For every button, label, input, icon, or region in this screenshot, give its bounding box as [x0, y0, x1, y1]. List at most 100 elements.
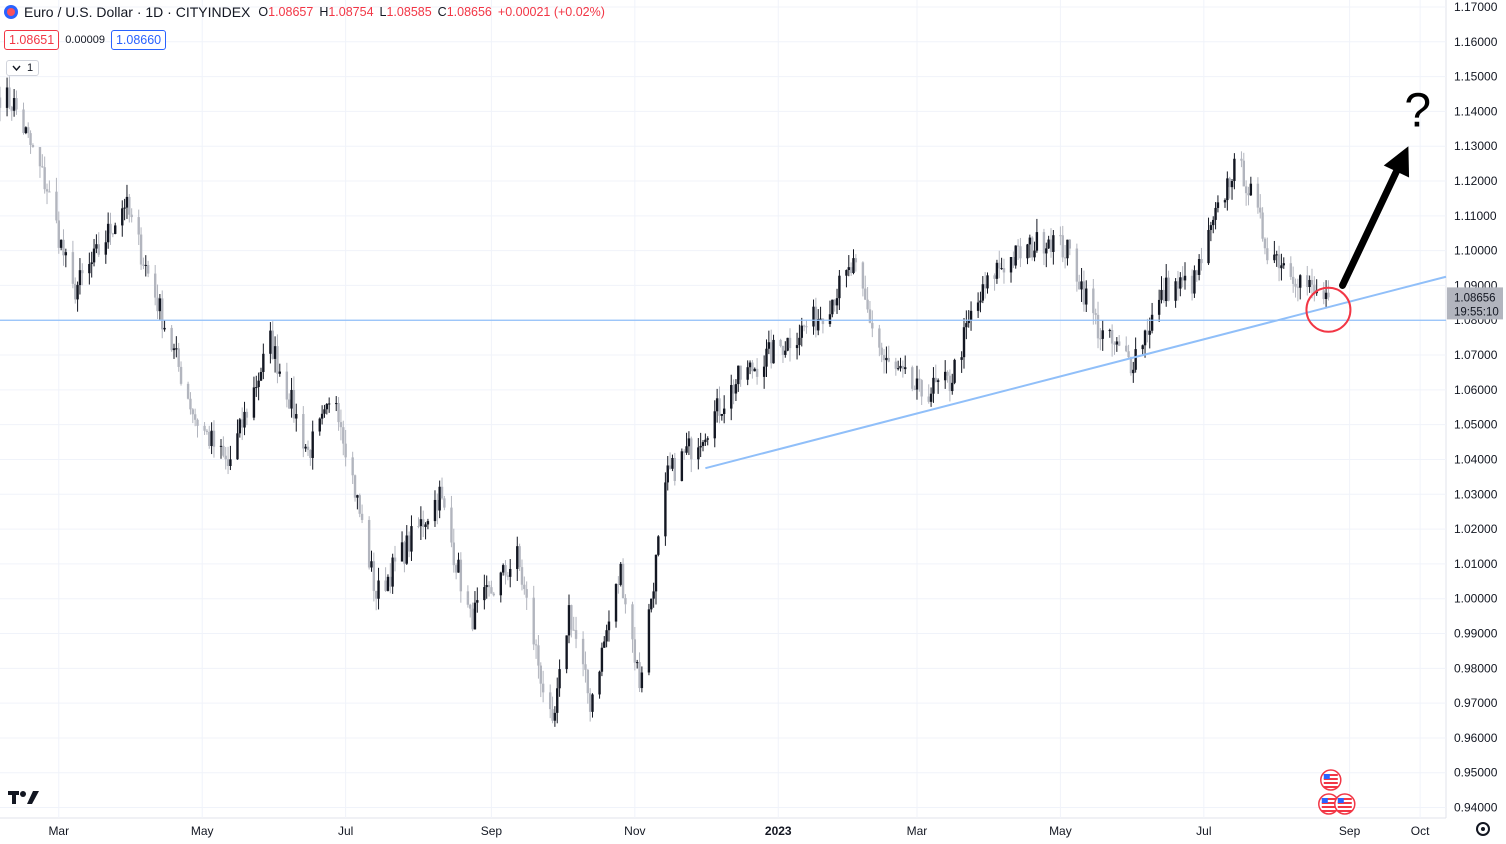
buy-price-button[interactable]: 1.08660	[110, 30, 167, 50]
drawings[interactable]: ?	[0, 84, 1447, 470]
candle-body	[835, 298, 839, 306]
candle-body	[76, 285, 79, 300]
candle-body	[269, 330, 272, 354]
sell-price-button[interactable]: 1.08651	[4, 30, 60, 50]
price-tick-label: 1.05000	[1454, 418, 1498, 432]
indicators-toggle[interactable]: 1	[6, 60, 40, 76]
price-tick-label: 1.02000	[1454, 522, 1498, 536]
candle-body	[553, 712, 557, 721]
candle-body	[189, 398, 192, 410]
price-tick-label: 1.17000	[1454, 0, 1498, 14]
price-tick-label: 1.14000	[1454, 104, 1498, 118]
candle-body	[621, 563, 625, 598]
spread-value: 0.00009	[65, 34, 105, 46]
candle-body	[770, 342, 773, 364]
price-axis[interactable]: 1.17000 1.16000 1.15000 1.14000 1.13000 1.120…	[1447, 0, 1503, 815]
candle-body	[699, 445, 702, 448]
price-tick-label: 0.98000	[1454, 661, 1498, 675]
candle-body	[1299, 275, 1302, 288]
time-tick-label: Mar	[48, 824, 69, 838]
candle-body	[226, 459, 230, 466]
highlight-circle	[1305, 286, 1352, 333]
candle-body	[245, 411, 249, 418]
candle-body	[473, 602, 477, 630]
gear-icon[interactable]	[1476, 822, 1490, 836]
candle-body	[1327, 292, 1330, 298]
candle-body	[499, 572, 503, 596]
candle-body	[1193, 270, 1196, 294]
flag-canton	[1337, 798, 1344, 803]
candle-body	[960, 357, 963, 360]
candle-body	[1162, 289, 1166, 302]
candle-body	[570, 605, 573, 630]
candle-body	[683, 451, 686, 453]
candle-body	[1127, 351, 1130, 358]
candle-body	[1322, 290, 1325, 299]
candle-body	[904, 367, 907, 370]
ohlc-values: O1.08657 H1.08754 L1.08585 C1.08656 +0.0…	[258, 5, 605, 19]
symbol-title[interactable]: Euro / U.S. Dollar · 1D · CITYINDEX	[24, 4, 251, 20]
candle-body	[1261, 212, 1264, 239]
candle-body	[144, 264, 147, 266]
candle-body	[730, 384, 733, 409]
candle-body	[238, 419, 242, 434]
candle-body	[534, 644, 538, 646]
time-axis[interactable]: Mar May Jul Sep Nov 2023 Mar May Jul Sep Oct	[48, 824, 1430, 838]
candle-body	[635, 662, 639, 664]
candle-body	[1143, 330, 1147, 346]
candle-body	[74, 283, 77, 300]
candle-body	[327, 403, 331, 405]
candle-body	[24, 127, 28, 134]
candle-body	[1000, 268, 1003, 270]
candle-body	[457, 559, 460, 573]
candle-body	[123, 207, 126, 209]
candle-body	[356, 495, 359, 498]
candle-body	[828, 314, 832, 325]
candle-body	[690, 438, 693, 460]
candle-body	[817, 319, 820, 331]
candle-body	[128, 196, 131, 215]
flag-stripe	[1321, 810, 1336, 812]
candle-body	[864, 288, 867, 300]
candle-body	[504, 565, 507, 576]
flag-stripe	[1321, 798, 1336, 800]
candle-body	[979, 300, 982, 303]
candles	[0, 76, 1356, 815]
candle-body	[1085, 288, 1088, 305]
candle-body	[802, 325, 806, 327]
candle-body	[1035, 232, 1039, 251]
candle-body	[849, 267, 853, 274]
candle-body	[861, 262, 865, 289]
candle-body	[1256, 183, 1260, 208]
candle-body	[259, 371, 263, 381]
candle-body	[490, 587, 493, 594]
candle-body	[1009, 257, 1013, 273]
flag-stripe	[1323, 778, 1338, 780]
candle-body	[532, 597, 535, 645]
flag-stripe	[1323, 774, 1338, 776]
candle-body	[257, 380, 260, 388]
candle-body	[55, 191, 58, 221]
candle-body	[501, 565, 505, 573]
candle-body	[137, 217, 140, 235]
candle-body	[845, 270, 848, 276]
flag-stripe	[1337, 798, 1352, 800]
candle-body	[1273, 254, 1276, 261]
candle-body	[1026, 244, 1029, 259]
candle-body	[219, 445, 223, 447]
candle-body	[306, 446, 310, 450]
candle-body	[624, 597, 627, 605]
candle-body	[229, 459, 232, 466]
candle-body	[767, 342, 771, 349]
candle-body	[372, 561, 376, 591]
candle-body	[812, 306, 815, 327]
tradingview-logo-icon[interactable]	[8, 788, 40, 806]
candle-body	[882, 354, 886, 361]
candle-body	[614, 584, 618, 622]
candle-body	[852, 258, 855, 274]
candle-body	[1306, 275, 1309, 288]
candle-body	[1117, 341, 1121, 346]
candle-body	[358, 495, 361, 514]
flag-stripe	[1337, 802, 1352, 804]
